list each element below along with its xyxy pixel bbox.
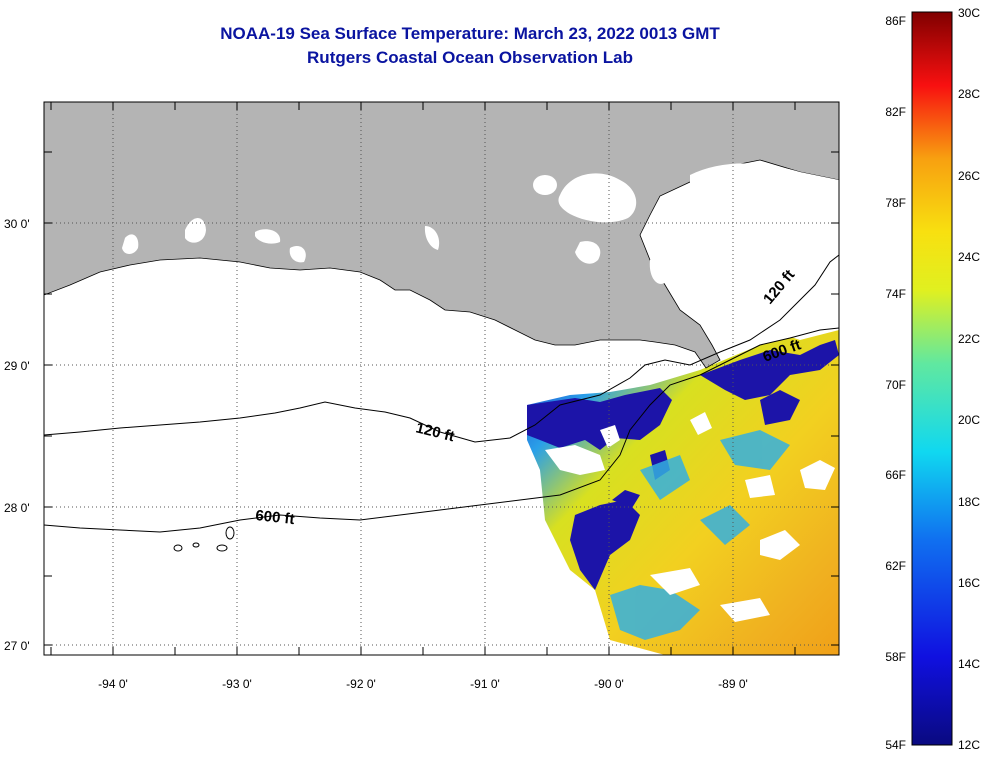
lon-label: -89 0' <box>718 677 748 691</box>
colorbar-c-label: 22C <box>958 332 980 346</box>
lon-label: -90 0' <box>594 677 624 691</box>
colorbar-f-label: 74F <box>885 287 906 301</box>
colorbar-c-label: 14C <box>958 657 980 671</box>
colorbar-c-label: 16C <box>958 576 980 590</box>
colorbar-f-label: 82F <box>885 105 906 119</box>
land-mass <box>44 102 839 369</box>
colorbar-c-label: 28C <box>958 87 980 101</box>
map-frame <box>43 101 840 656</box>
mid-water-patches <box>610 430 790 640</box>
graticule <box>44 102 839 655</box>
colorbar-c-label: 24C <box>958 250 980 264</box>
cold-water-patches <box>527 340 839 590</box>
lon-label: -91 0' <box>470 677 500 691</box>
colorbar-c-label: 30C <box>958 6 980 20</box>
lat-label: 30 0' <box>4 217 30 231</box>
colorbar-f-label: 66F <box>885 468 906 482</box>
colorbar-c-label: 18C <box>958 495 980 509</box>
colorbar-f-label: 58F <box>885 650 906 664</box>
colorbar-f-label: 54F <box>885 738 906 752</box>
lon-label: -93 0' <box>222 677 252 691</box>
inland-water <box>122 163 839 340</box>
colorbar-f-label: 86F <box>885 14 906 28</box>
colorbar-c-label: 20C <box>958 413 980 427</box>
map-title: NOAA-19 Sea Surface Temperature: March 2… <box>220 24 720 43</box>
colorbar-f-label: 62F <box>885 559 906 573</box>
map-subtitle: Rutgers Coastal Ocean Observation Lab <box>307 48 633 67</box>
colorbar-c-label: 26C <box>958 169 980 183</box>
colorbar <box>911 11 953 746</box>
lat-label: 27 0' <box>4 639 30 653</box>
lon-label: -92 0' <box>346 677 376 691</box>
lon-label: -94 0' <box>98 677 128 691</box>
lat-label: 29 0' <box>4 359 30 373</box>
contour-label-120ft-west: 120 ft <box>414 419 456 445</box>
colorbar-f-label: 78F <box>885 196 906 210</box>
lat-label: 28 0' <box>4 501 30 515</box>
colorbar-c-label: 12C <box>958 738 980 752</box>
frame-ticks <box>44 102 839 655</box>
colorbar-f-label: 70F <box>885 378 906 392</box>
contour-label-600ft-west: 600 ft <box>255 507 296 528</box>
cloud-patches <box>545 412 835 622</box>
depth-contours <box>43 254 840 552</box>
